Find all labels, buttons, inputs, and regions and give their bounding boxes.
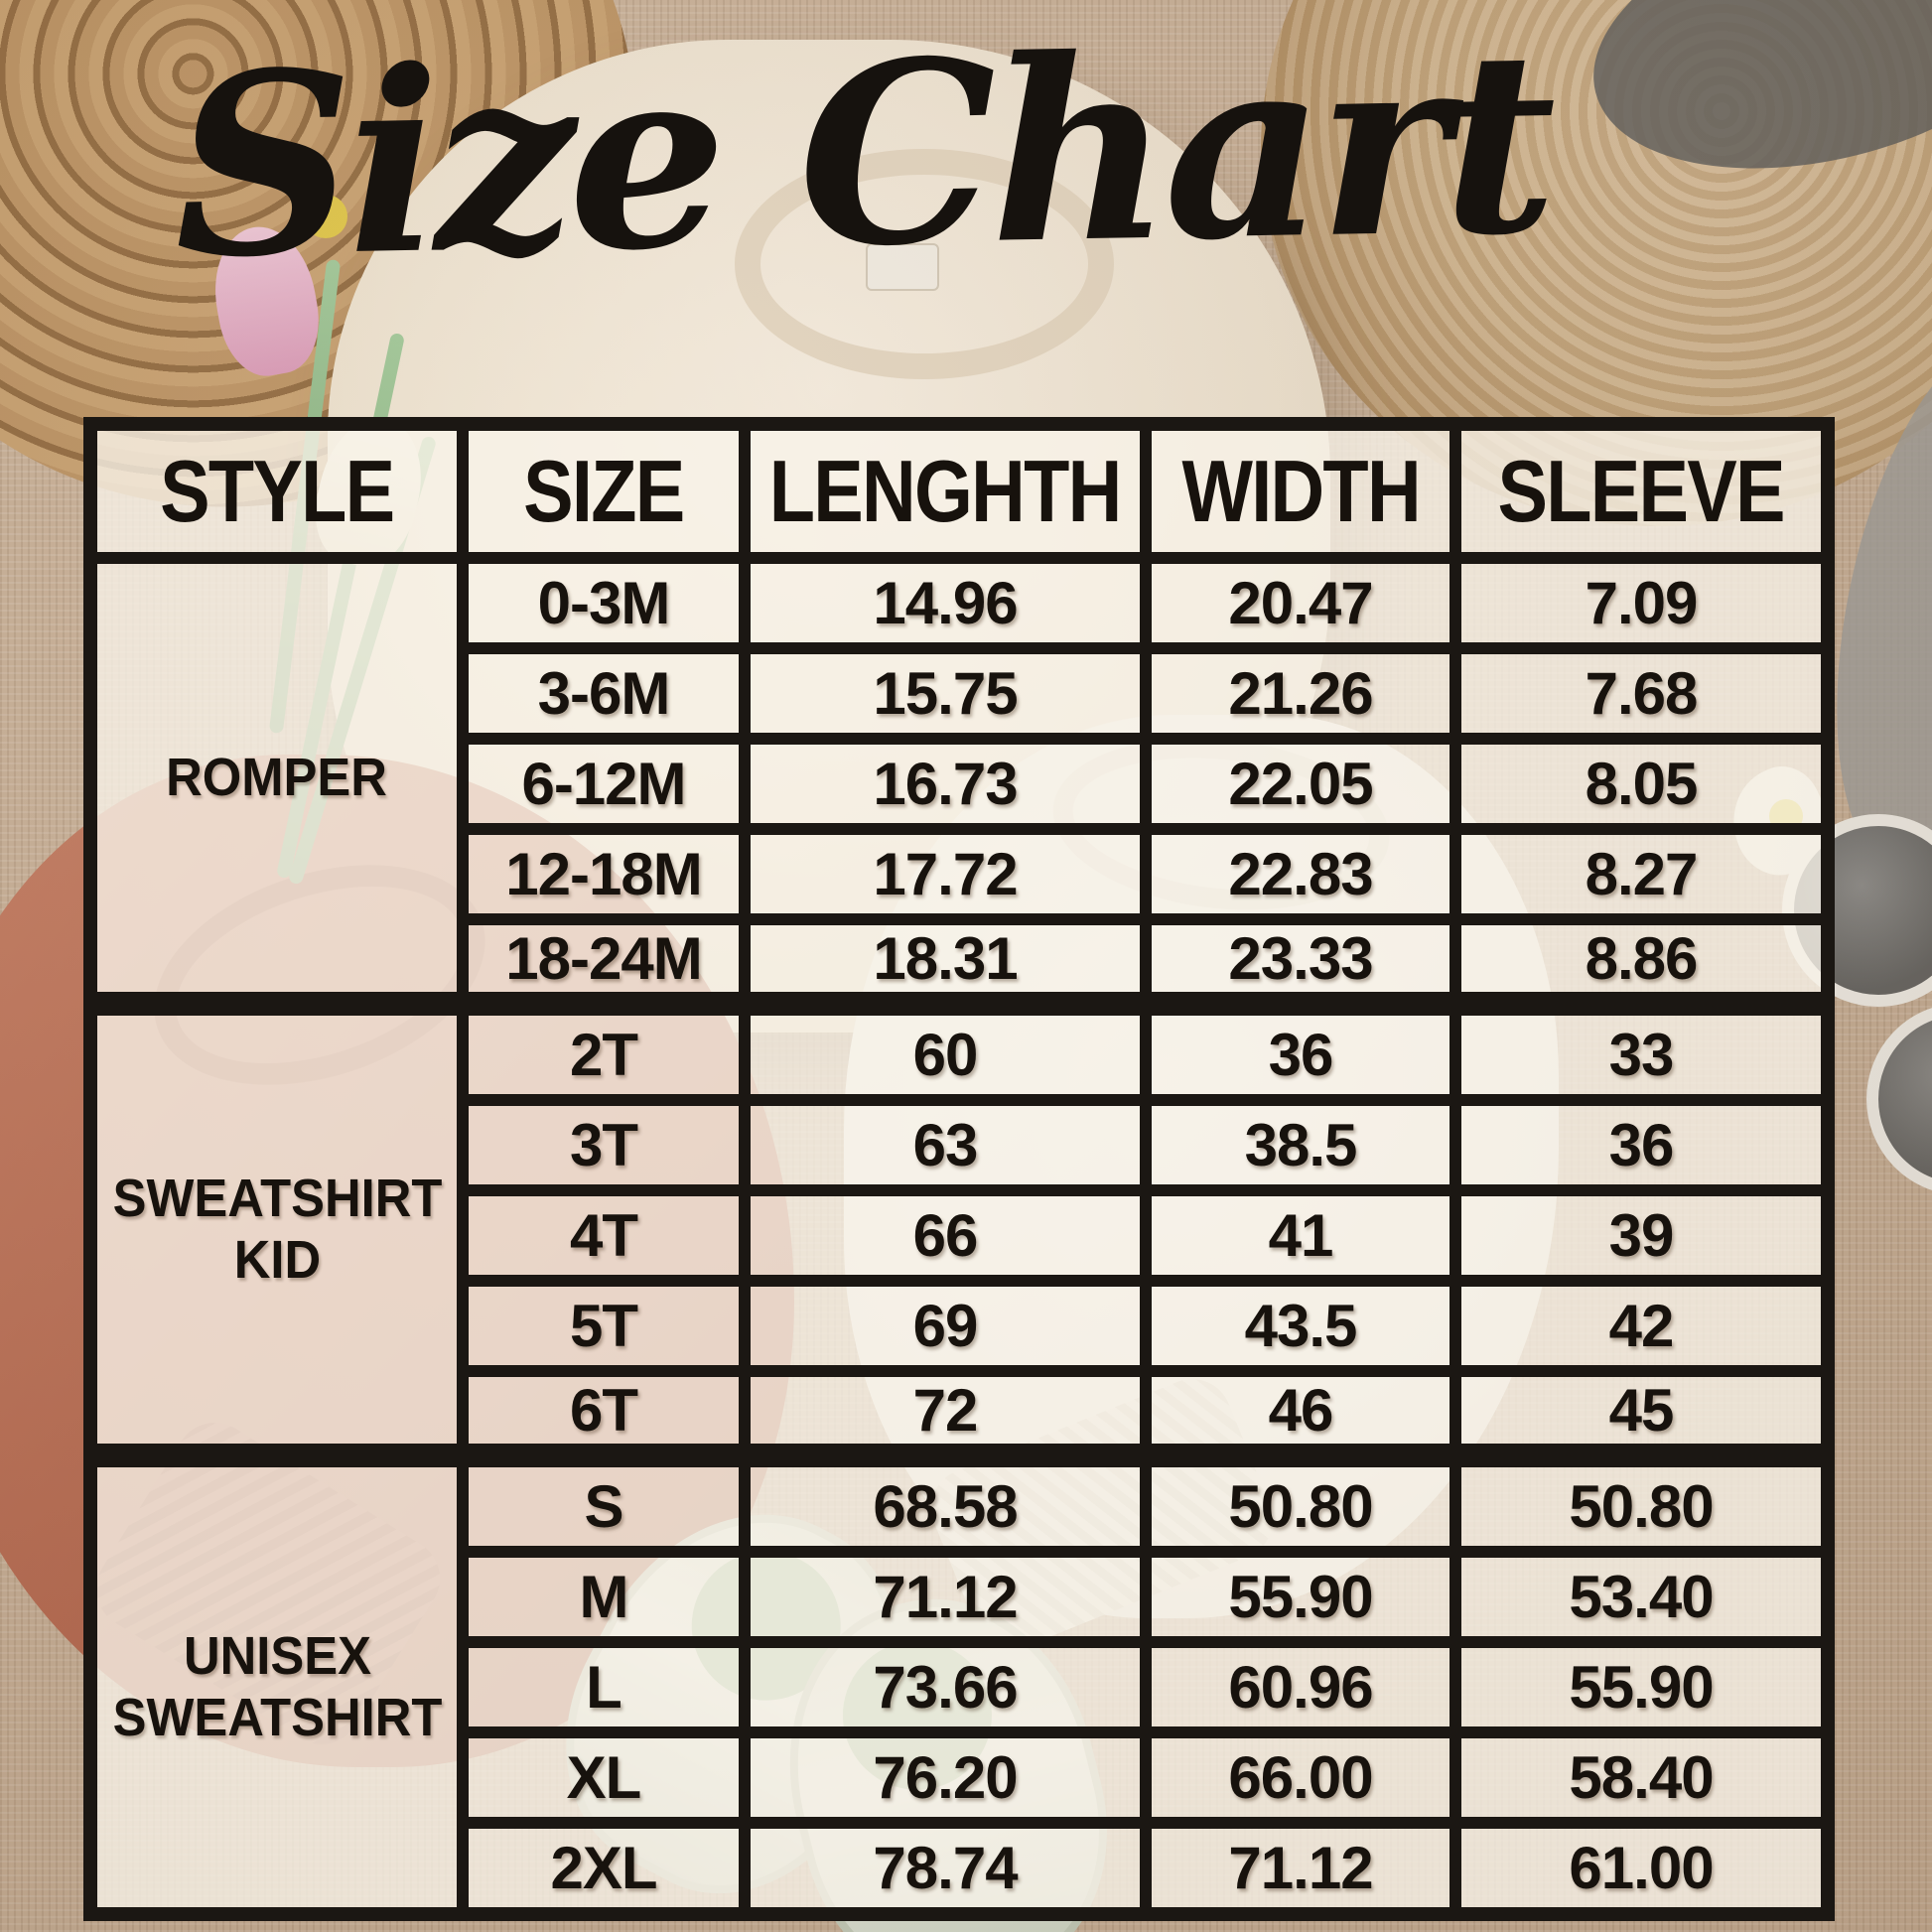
- size-cell: 2T: [469, 1016, 751, 1106]
- column-header-sleeve-label: SLEEVE: [1497, 442, 1786, 540]
- style-group-romper: ROMPER: [97, 564, 469, 1016]
- size-cell: 3T: [469, 1106, 751, 1196]
- sleeve-cell: 50.80: [1461, 1467, 1821, 1558]
- length-cell: 66: [751, 1196, 1152, 1287]
- style-group-romper-label: ROMPER: [166, 747, 388, 807]
- width-cell: 22.05: [1152, 745, 1461, 835]
- style-group-sweatshirt-kid: SWEATSHIRT KID: [97, 1016, 469, 1467]
- size-cell: 6-12M: [469, 745, 751, 835]
- sleeve-cell: 61.00: [1461, 1829, 1821, 1907]
- sleeve-cell: 39: [1461, 1196, 1821, 1287]
- size-cell: M: [469, 1558, 751, 1648]
- width-cell: 46: [1152, 1377, 1461, 1467]
- width-cell: 38.5: [1152, 1106, 1461, 1196]
- style-group-unisex-sweatshirt-label: UNISEX SWEATSHIRT: [112, 1625, 442, 1747]
- column-header-lenghth: LENGHTH: [751, 431, 1152, 564]
- sleeve-cell: 53.40: [1461, 1558, 1821, 1648]
- tulip-stamen: [304, 195, 347, 238]
- page-title: Size Chart: [171, 0, 1552, 315]
- sleeve-cell: 36: [1461, 1106, 1821, 1196]
- length-cell: 63: [751, 1106, 1152, 1196]
- sleeve-cell: 8.27: [1461, 835, 1821, 925]
- width-cell: 43.5: [1152, 1287, 1461, 1377]
- sleeve-cell: 33: [1461, 1016, 1821, 1106]
- length-cell: 72: [751, 1377, 1152, 1467]
- column-header-sleeve: SLEEVE: [1461, 431, 1821, 564]
- width-cell: 36: [1152, 1016, 1461, 1106]
- size-table: STYLE SIZE LENGHTH WIDTH SLEEVE ROMPER 0…: [83, 417, 1835, 1921]
- column-header-style: STYLE: [97, 431, 469, 564]
- width-cell: 20.47: [1152, 564, 1461, 654]
- size-cell: 3-6M: [469, 654, 751, 745]
- length-cell: 73.66: [751, 1648, 1152, 1738]
- width-cell: 66.00: [1152, 1738, 1461, 1829]
- length-cell: 16.73: [751, 745, 1152, 835]
- size-cell: 18-24M: [469, 925, 751, 1016]
- size-cell: 4T: [469, 1196, 751, 1287]
- length-cell: 78.74: [751, 1829, 1152, 1907]
- size-cell: 6T: [469, 1377, 751, 1467]
- width-cell: 22.83: [1152, 835, 1461, 925]
- width-cell: 55.90: [1152, 1558, 1461, 1648]
- column-header-width: WIDTH: [1152, 431, 1461, 564]
- length-cell: 14.96: [751, 564, 1152, 654]
- sleeve-cell: 8.05: [1461, 745, 1821, 835]
- length-cell: 76.20: [751, 1738, 1152, 1829]
- column-header-size-label: SIZE: [523, 442, 685, 540]
- length-cell: 69: [751, 1287, 1152, 1377]
- width-cell: 60.96: [1152, 1648, 1461, 1738]
- length-cell: 68.58: [751, 1467, 1152, 1558]
- size-cell: 5T: [469, 1287, 751, 1377]
- sleeve-cell: 42: [1461, 1287, 1821, 1377]
- length-cell: 60: [751, 1016, 1152, 1106]
- size-cell: 2XL: [469, 1829, 751, 1907]
- size-table-wrap: STYLE SIZE LENGHTH WIDTH SLEEVE ROMPER 0…: [83, 417, 1835, 1921]
- length-cell: 18.31: [751, 925, 1152, 1016]
- column-header-lenghth-label: LENGHTH: [769, 442, 1122, 540]
- size-cell: L: [469, 1648, 751, 1738]
- column-header-width-label: WIDTH: [1181, 442, 1421, 540]
- length-cell: 15.75: [751, 654, 1152, 745]
- column-header-size: SIZE: [469, 431, 751, 564]
- neck-label: [866, 243, 939, 291]
- sleeve-cell: 7.68: [1461, 654, 1821, 745]
- style-group-unisex-sweatshirt: UNISEX SWEATSHIRT: [97, 1467, 469, 1907]
- width-cell: 41: [1152, 1196, 1461, 1287]
- size-cell: 12-18M: [469, 835, 751, 925]
- size-cell: S: [469, 1467, 751, 1558]
- length-cell: 71.12: [751, 1558, 1152, 1648]
- sleeve-cell: 45: [1461, 1377, 1821, 1467]
- sleeve-cell: 7.09: [1461, 564, 1821, 654]
- width-cell: 71.12: [1152, 1829, 1461, 1907]
- size-cell: 0-3M: [469, 564, 751, 654]
- width-cell: 50.80: [1152, 1467, 1461, 1558]
- width-cell: 23.33: [1152, 925, 1461, 1016]
- sleeve-cell: 8.86: [1461, 925, 1821, 1016]
- length-cell: 17.72: [751, 835, 1152, 925]
- width-cell: 21.26: [1152, 654, 1461, 745]
- sleeve-cell: 58.40: [1461, 1738, 1821, 1829]
- column-header-style-label: STYLE: [160, 442, 395, 540]
- size-cell: XL: [469, 1738, 751, 1829]
- style-group-sweatshirt-kid-label: SWEATSHIRT KID: [112, 1168, 442, 1290]
- sleeve-cell: 55.90: [1461, 1648, 1821, 1738]
